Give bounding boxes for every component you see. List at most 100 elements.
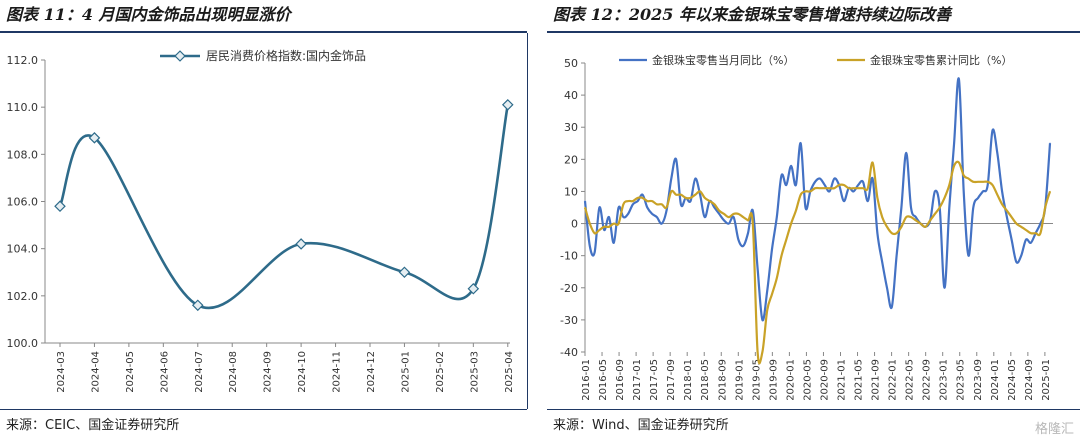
source-note-left: 来源：CEIC、国金证券研究所 [6, 418, 180, 433]
series-line [583, 77, 1052, 322]
data-point [924, 226, 926, 228]
data-point [593, 251, 596, 254]
data-point [718, 213, 720, 215]
data-point [656, 203, 658, 205]
data-point-marker [88, 132, 101, 144]
data-point [785, 239, 787, 241]
data-point [756, 267, 759, 270]
data-point [680, 194, 682, 196]
data-point [752, 210, 754, 212]
data-point [1044, 206, 1046, 209]
data-point [800, 194, 802, 196]
chart-title-left: 图表 11：4 月国内金饰品出现明显涨价 [6, 5, 291, 24]
y-tick-label: 30 [564, 121, 578, 134]
data-point [1039, 222, 1042, 225]
data-point [651, 200, 653, 202]
data-point [905, 152, 907, 154]
x-tick-label: 2024-11 [332, 351, 343, 393]
data-point [876, 232, 879, 234]
data-point [848, 187, 850, 189]
data-point [689, 200, 692, 202]
data-point [723, 219, 725, 221]
data-point [699, 190, 701, 193]
data-point [814, 187, 816, 189]
x-tick-label: 2018-09 [717, 359, 728, 401]
x-tick-label: 2024-06 [159, 351, 170, 393]
data-point [675, 194, 677, 196]
data-point [603, 229, 605, 231]
data-point [977, 181, 979, 183]
data-point [656, 216, 658, 218]
data-point [728, 216, 730, 218]
data-point [1030, 242, 1032, 244]
data-point [977, 197, 979, 199]
legend-label: 金银珠宝零售累计同比（%） [870, 53, 1012, 67]
data-point [704, 197, 706, 199]
x-tick-label: 2020-01 [785, 359, 796, 401]
data-point [737, 213, 740, 215]
data-point [651, 213, 653, 215]
x-tick-label: 2022-01 [888, 359, 899, 401]
data-point [891, 232, 893, 234]
data-point [934, 190, 936, 193]
data-point-marker [501, 99, 514, 111]
chart-panel-right: 图表 12：2025 年以来金银珠宝零售增速持续边际改善 -40 -30 -20 -1… [547, 0, 1080, 446]
data-point [608, 226, 610, 228]
data-point [852, 190, 855, 193]
x-tick-label: 2023-01 [939, 359, 950, 401]
data-point [785, 184, 787, 186]
data-point [963, 174, 965, 176]
x-tick-label: 2023-09 [973, 359, 984, 401]
x-tick-label: 2017-01 [632, 359, 643, 401]
y-tick-label: 102.0 [7, 290, 39, 303]
x-tick-label: 2023-05 [956, 359, 967, 401]
data-point [598, 206, 600, 209]
bottom-rule-left [0, 409, 527, 410]
data-point [857, 184, 859, 186]
data-point [814, 181, 816, 183]
data-point-marker [467, 282, 480, 295]
series-line [58, 104, 510, 310]
y-tick-label: -20 [560, 282, 578, 295]
y-tick-label: 106.0 [7, 196, 39, 209]
title-rule-left [0, 31, 527, 33]
data-point [780, 174, 783, 176]
data-point [780, 255, 783, 257]
data-point [1049, 142, 1051, 144]
data-point [637, 200, 639, 202]
y-tick-label: 20 [564, 153, 578, 166]
data-point [934, 213, 936, 215]
data-point [776, 277, 778, 279]
data-point [881, 216, 883, 218]
x-tick-label: 2024-10 [297, 351, 308, 393]
x-tick-label: 2020-09 [819, 359, 830, 401]
y-tick-label: 108.0 [7, 148, 39, 161]
data-point [991, 184, 994, 186]
x-tick-label: 2025-01 [400, 351, 411, 393]
data-point [953, 165, 955, 167]
data-point [972, 181, 974, 183]
data-point [790, 165, 792, 167]
data-point [694, 178, 696, 180]
data-point [646, 200, 648, 202]
data-point [833, 178, 835, 180]
x-tick-label: 2025-01 [1041, 359, 1052, 401]
data-point [699, 194, 701, 196]
data-point [733, 216, 735, 218]
data-point [905, 216, 907, 218]
data-point [1020, 226, 1022, 228]
data-point [881, 261, 883, 263]
y-tick-label: 110.0 [7, 101, 39, 114]
data-point [982, 190, 984, 193]
data-point [1025, 239, 1027, 241]
x-tick-label: 2024-09 [1024, 359, 1035, 401]
data-point [641, 197, 644, 199]
data-point [987, 184, 989, 186]
chart-title-right: 图表 12：2025 年以来金银珠宝零售增速持续边际改善 [553, 5, 951, 24]
legend-marker [174, 50, 186, 62]
data-point [771, 293, 773, 295]
data-point [982, 181, 984, 183]
data-point [617, 222, 620, 225]
data-point [828, 187, 831, 189]
x-tick-label: 2017-09 [666, 359, 677, 401]
